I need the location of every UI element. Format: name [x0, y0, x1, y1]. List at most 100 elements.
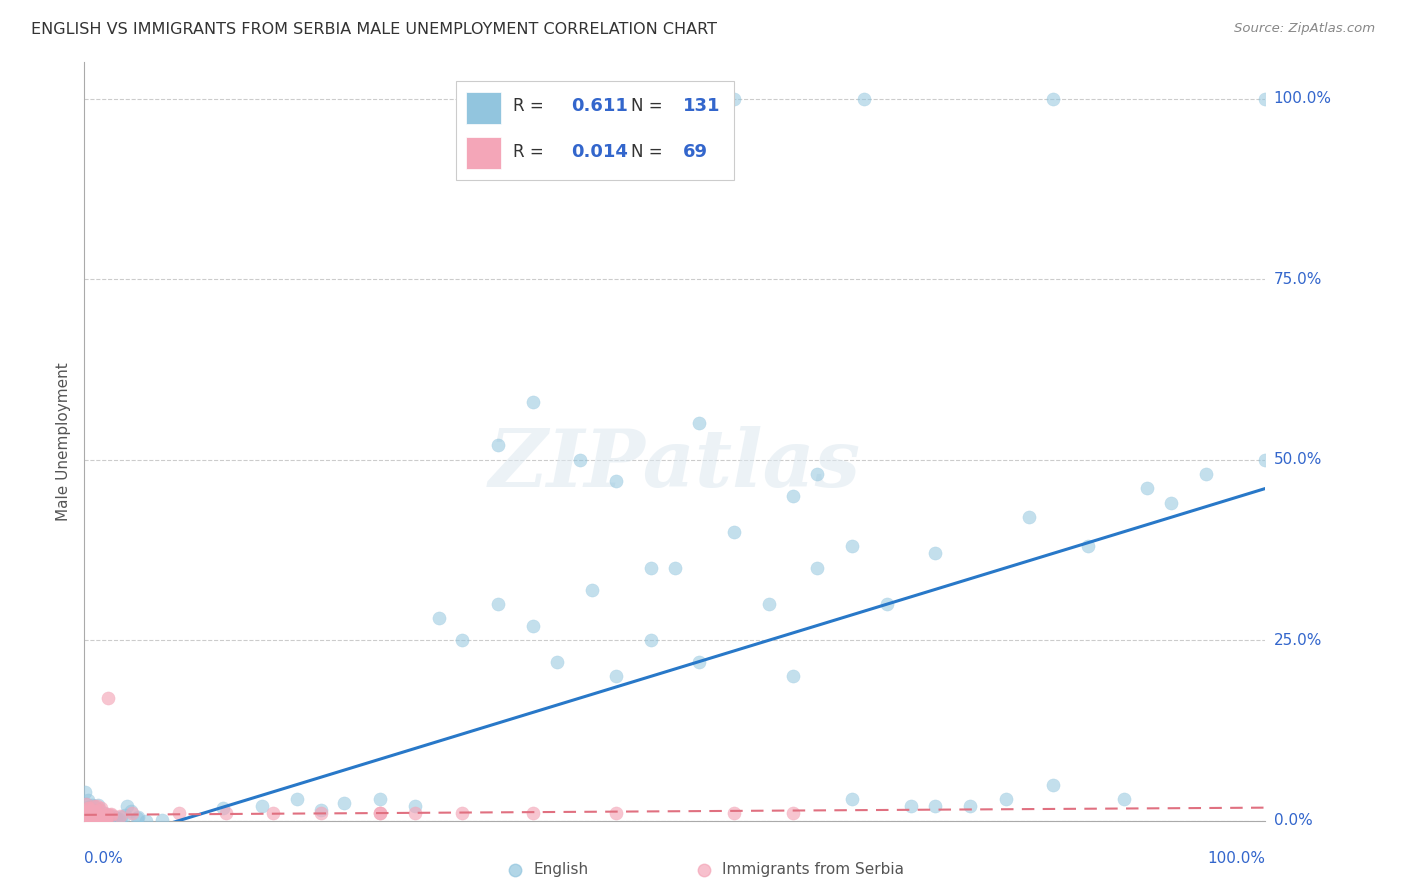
Point	[86, 802, 108, 816]
Point	[83, 813, 105, 827]
Point	[115, 799, 138, 814]
Point	[100, 807, 122, 822]
Point	[75, 805, 97, 820]
Point	[688, 417, 710, 431]
Point	[77, 812, 100, 826]
Point	[108, 813, 131, 827]
Point	[841, 792, 863, 806]
Point	[76, 801, 98, 815]
Text: R =: R =	[513, 143, 550, 161]
Point	[86, 807, 108, 822]
Point	[77, 801, 100, 815]
Point	[285, 792, 308, 806]
Point	[451, 633, 474, 648]
Point	[427, 611, 450, 625]
Point	[75, 810, 97, 824]
Point	[98, 812, 121, 826]
Point	[96, 806, 118, 821]
Point	[77, 813, 100, 827]
Point	[77, 803, 100, 817]
Point	[262, 806, 284, 821]
Point	[79, 805, 101, 820]
Point	[76, 808, 98, 822]
Text: 100.0%: 100.0%	[1274, 91, 1331, 106]
Text: 131: 131	[683, 96, 721, 115]
Point	[83, 798, 105, 813]
Point	[101, 811, 124, 825]
Point	[90, 813, 112, 827]
Point	[368, 792, 391, 806]
Point	[782, 669, 804, 683]
Point	[77, 810, 100, 824]
Point	[87, 811, 110, 825]
Point	[87, 809, 110, 823]
Point	[75, 811, 97, 825]
Point	[758, 597, 780, 611]
Point	[80, 813, 103, 827]
Point	[127, 810, 149, 824]
Point	[89, 813, 111, 827]
Point	[94, 810, 117, 824]
Point	[87, 813, 110, 827]
Point	[605, 806, 627, 821]
Point	[91, 810, 114, 824]
Point	[80, 808, 103, 822]
Point	[581, 582, 603, 597]
Point	[1077, 539, 1099, 553]
Text: 25.0%: 25.0%	[1274, 632, 1322, 648]
Point	[404, 806, 426, 821]
Point	[723, 91, 745, 105]
Point	[82, 810, 104, 824]
Point	[73, 811, 96, 825]
Point	[100, 807, 122, 822]
Point	[77, 808, 100, 822]
Point	[876, 597, 898, 611]
Point	[110, 810, 132, 824]
Point	[782, 489, 804, 503]
Point	[84, 813, 107, 827]
Point	[1112, 792, 1135, 806]
Point	[83, 804, 105, 818]
Point	[83, 807, 105, 822]
Point	[82, 806, 104, 821]
Point	[152, 813, 174, 827]
Point	[723, 524, 745, 539]
Point	[89, 811, 111, 825]
Point	[83, 807, 105, 822]
Point	[94, 809, 117, 823]
Text: 100.0%: 100.0%	[1208, 851, 1265, 866]
Point	[93, 810, 115, 824]
Point	[84, 805, 107, 819]
Text: R =: R =	[513, 96, 550, 115]
Point	[84, 809, 107, 823]
Point	[79, 811, 101, 825]
Point	[167, 806, 190, 821]
Point	[73, 785, 96, 799]
Point	[368, 806, 391, 821]
Point	[96, 809, 118, 823]
Point	[83, 799, 105, 814]
Point	[782, 806, 804, 821]
Point	[83, 811, 105, 825]
Point	[806, 467, 828, 481]
Point	[76, 806, 98, 821]
Point	[333, 796, 356, 810]
Y-axis label: Male Unemployment: Male Unemployment	[56, 362, 72, 521]
Point	[73, 808, 96, 822]
Point	[664, 561, 686, 575]
Point	[94, 812, 117, 826]
Point	[73, 807, 96, 822]
Point	[75, 797, 97, 811]
Point	[90, 808, 112, 822]
Point	[80, 810, 103, 824]
Point	[90, 801, 112, 815]
Point	[121, 806, 143, 821]
Text: 0.0%: 0.0%	[84, 851, 124, 866]
Text: Source: ZipAtlas.com: Source: ZipAtlas.com	[1234, 22, 1375, 36]
Point	[120, 804, 142, 818]
Point	[84, 813, 107, 827]
Point	[83, 809, 105, 823]
Point	[89, 811, 111, 825]
Point	[723, 806, 745, 821]
FancyBboxPatch shape	[465, 92, 502, 124]
